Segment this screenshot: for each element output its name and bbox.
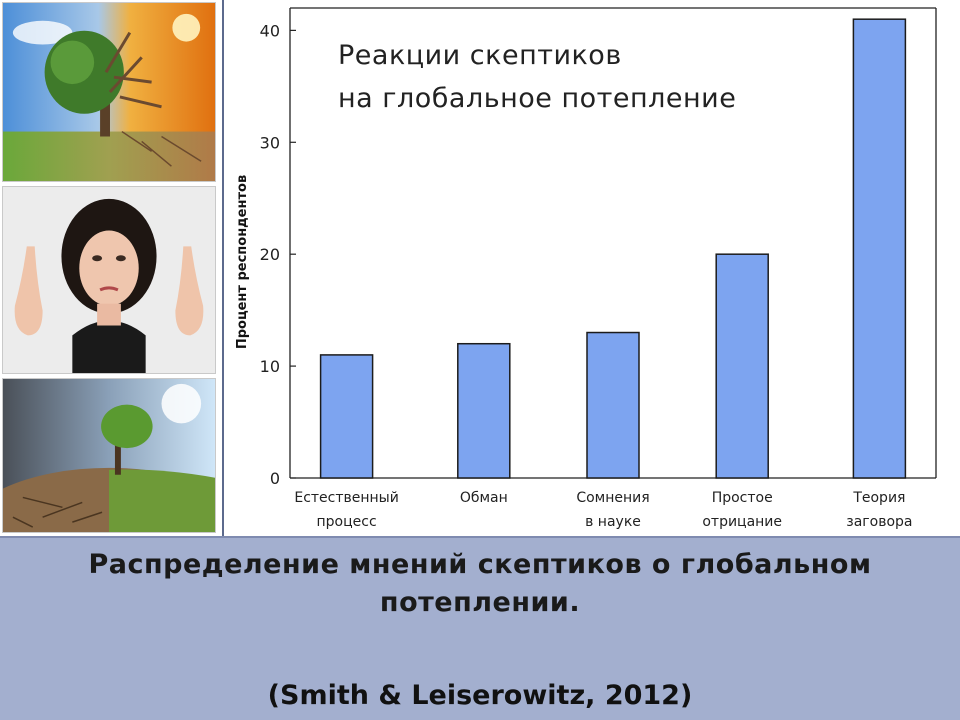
image-column [0,0,222,536]
bar-4 [715,253,769,479]
x-tick-label: Естественный [294,490,399,506]
dry-earth-tree-image [2,378,216,533]
x-tick-label: отрицание [702,514,782,530]
bar-chart: 0 10 20 30 40 Процент респондентов Реакции ске… [235,7,937,530]
y-tick-label: 40 [260,21,280,40]
bar-5 [852,18,907,479]
bar-2 [457,342,511,479]
chart-title-line: на глобальное потепление [338,83,736,114]
x-tick-label: Простое [712,490,773,506]
x-tick-label: Сомнения [576,490,649,506]
skeptical-woman-image [2,186,216,374]
caption-panel: Распределение мнений скептиков о глобаль… [0,536,960,720]
x-tick-label: Теория [852,490,905,506]
y-tick-label: 0 [270,469,280,488]
x-tick-label: в науке [585,514,641,530]
y-tick-label: 20 [260,245,280,264]
bar-3 [586,331,640,479]
climate-tree-image [2,2,216,182]
x-tick-label: процесс [317,514,377,530]
y-tick-label: 10 [260,357,280,376]
x-tick-label: Обман [460,490,508,506]
caption-source: (Smith & Leiserowitz, 2012) [267,680,693,711]
x-tick-label: заговора [846,514,912,530]
y-axis-label: Процент респондентов [235,175,250,349]
chart-panel: 0 10 20 30 40 Процент респондентов Реакции ске… [222,0,958,536]
chart-title-line: Реакции скептиков [338,40,622,71]
y-tick-label: 30 [260,133,280,152]
bar-1 [319,354,374,479]
caption-title: Распределение мнений скептиков о глобаль… [88,549,872,618]
